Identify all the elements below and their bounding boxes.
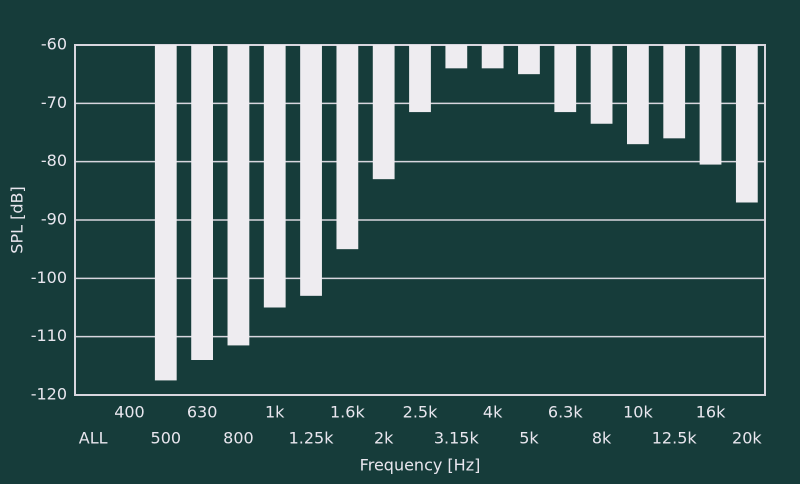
x-tick-label: 12.5k — [652, 429, 698, 448]
y-tick-label: -80 — [41, 151, 67, 170]
bar — [300, 45, 322, 296]
x-tick-label: 5k — [519, 429, 539, 448]
bar — [336, 45, 359, 250]
x-tick-label: 6.3k — [548, 403, 583, 422]
bar — [409, 45, 431, 113]
x-tick-label: 8k — [592, 429, 612, 448]
bar — [227, 45, 250, 346]
bar — [699, 45, 722, 165]
x-tick-label: ALL — [79, 429, 108, 448]
bar — [191, 45, 213, 360]
bar — [627, 45, 649, 145]
y-tick-label: -90 — [41, 210, 67, 229]
x-tick-label: 20k — [732, 429, 762, 448]
bar — [590, 45, 613, 124]
bar — [263, 45, 286, 308]
x-tick-label: 4k — [483, 403, 503, 422]
x-tick-label: 16k — [696, 403, 726, 422]
x-tick-label: 800 — [223, 429, 254, 448]
x-tick-label: 400 — [114, 403, 145, 422]
y-tick-label: -120 — [31, 385, 67, 404]
bar — [663, 45, 686, 139]
x-tick-label: 2.5k — [403, 403, 438, 422]
x-tick-label: 2k — [374, 429, 394, 448]
x-tick-label: 1.25k — [289, 429, 335, 448]
bar — [554, 45, 577, 113]
bar — [154, 45, 177, 381]
y-tick-label: -70 — [41, 93, 67, 112]
y-tick-label: -60 — [41, 35, 67, 54]
y-axis-label: SPL [dB] — [8, 186, 27, 253]
x-tick-label: 10k — [623, 403, 653, 422]
bar — [445, 45, 468, 69]
x-tick-label: 1.6k — [330, 403, 365, 422]
bar — [518, 45, 540, 75]
y-tick-label: -110 — [31, 326, 67, 345]
bar — [372, 45, 395, 180]
x-tick-label: 500 — [151, 429, 182, 448]
x-tick-label: 3.15k — [434, 429, 480, 448]
x-axis-label: Frequency [Hz] — [360, 456, 481, 475]
x-tick-label: 1k — [265, 403, 285, 422]
bar — [735, 45, 758, 203]
y-tick-label: -100 — [31, 268, 67, 287]
bar — [481, 45, 504, 69]
x-tick-label: 630 — [187, 403, 218, 422]
